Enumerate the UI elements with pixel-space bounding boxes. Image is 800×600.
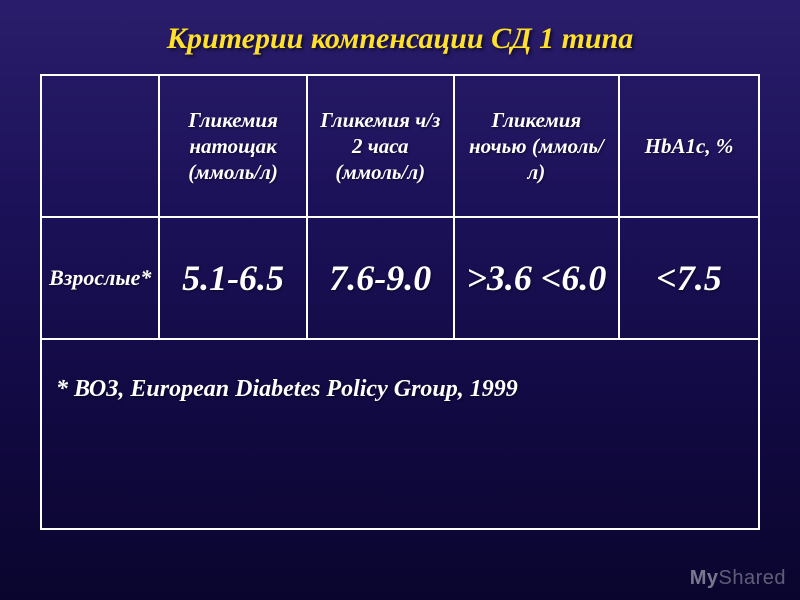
watermark: MyShared bbox=[690, 567, 786, 590]
table-header-row: Гликемия натощак (ммоль/л) Гликемия ч/з … bbox=[41, 75, 759, 217]
watermark-left: My bbox=[690, 567, 719, 589]
val-fasting: 5.1-6.5 bbox=[159, 217, 306, 339]
col-header-fasting: Гликемия натощак (ммоль/л) bbox=[159, 75, 306, 217]
val-hba1c: <7.5 bbox=[619, 217, 759, 339]
watermark-right: Shared bbox=[719, 567, 787, 589]
col-header-blank bbox=[41, 75, 159, 217]
col-header-2h: Гликемия ч/з 2 часа (ммоль/л) bbox=[307, 75, 454, 217]
criteria-table: Гликемия натощак (ммоль/л) Гликемия ч/з … bbox=[40, 74, 760, 530]
criteria-table-wrapper: Гликемия натощак (ммоль/л) Гликемия ч/з … bbox=[40, 74, 760, 530]
slide-title: Критерии компенсации СД 1 типа bbox=[0, 0, 800, 74]
table-row: Взрослые* 5.1-6.5 7.6-9.0 >3.6 <6.0 <7.5 bbox=[41, 217, 759, 339]
col-header-night: Гликемия ночью (ммоль/л) bbox=[454, 75, 619, 217]
val-night: >3.6 <6.0 bbox=[454, 217, 619, 339]
footnote: * ВОЗ, European Diabetes Policy Group, 1… bbox=[41, 339, 759, 529]
col-header-hba1c: HbA1c, % bbox=[619, 75, 759, 217]
row-label-adults: Взрослые* bbox=[41, 217, 159, 339]
val-2h: 7.6-9.0 bbox=[307, 217, 454, 339]
table-footnote-row: * ВОЗ, European Diabetes Policy Group, 1… bbox=[41, 339, 759, 529]
